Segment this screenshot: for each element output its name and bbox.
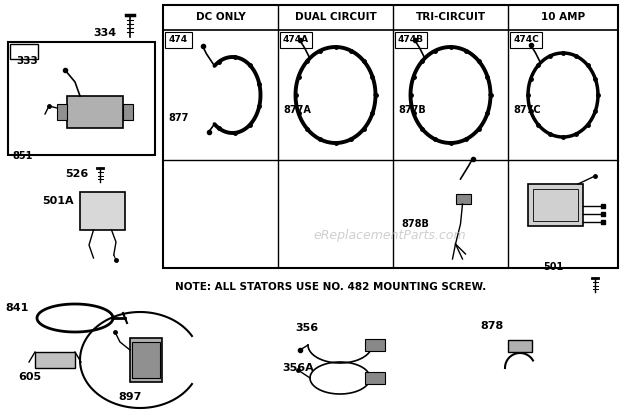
Text: 877: 877 (168, 113, 188, 123)
Text: 877C: 877C (513, 105, 541, 115)
Circle shape (64, 357, 70, 363)
Bar (510, 32, 542, 48)
Bar (165, 32, 192, 48)
Bar (67, 96, 123, 128)
Text: 605: 605 (18, 372, 41, 382)
Text: 501A: 501A (42, 196, 74, 206)
Text: 10 AMP: 10 AMP (541, 13, 585, 23)
Text: DC ONLY: DC ONLY (196, 13, 246, 23)
Bar (123, 104, 133, 120)
Bar (528, 184, 583, 226)
Circle shape (40, 357, 46, 363)
Text: 878: 878 (480, 321, 503, 331)
Bar (130, 338, 162, 382)
Text: 334: 334 (93, 28, 116, 38)
Text: 851: 851 (12, 151, 32, 161)
Bar (395, 32, 427, 48)
Bar (57, 104, 67, 120)
Text: 474A: 474A (283, 36, 309, 44)
Text: 474: 474 (169, 36, 188, 44)
Bar (163, 5, 618, 268)
Circle shape (59, 109, 65, 115)
Text: 526: 526 (65, 169, 88, 179)
Text: 897: 897 (118, 392, 141, 402)
Bar (508, 340, 532, 352)
Text: 356A: 356A (282, 363, 314, 373)
Text: 878B: 878B (401, 219, 429, 229)
Text: 877B: 877B (398, 105, 426, 115)
Text: 474C: 474C (513, 36, 539, 44)
Bar (132, 342, 160, 378)
Bar (280, 32, 312, 48)
Text: NOTE: ALL STATORS USE NO. 482 MOUNTING SCREW.: NOTE: ALL STATORS USE NO. 482 MOUNTING S… (175, 282, 486, 292)
Bar (80, 192, 125, 230)
Bar (35, 352, 75, 368)
Text: DUAL CIRCUIT: DUAL CIRCUIT (294, 13, 376, 23)
Circle shape (140, 354, 152, 366)
Text: 333: 333 (16, 56, 38, 66)
Bar (10, 44, 38, 59)
Bar (365, 372, 385, 384)
Text: 877A: 877A (283, 105, 311, 115)
Bar (456, 194, 471, 204)
Bar (533, 189, 578, 221)
Bar (365, 339, 385, 351)
Circle shape (125, 109, 131, 115)
Text: 841: 841 (5, 303, 29, 313)
Text: 474B: 474B (398, 36, 424, 44)
Bar (8, 42, 155, 155)
Text: TRI-CIRCUIT: TRI-CIRCUIT (415, 13, 485, 23)
Text: 356: 356 (295, 323, 318, 333)
Text: 501: 501 (543, 262, 563, 272)
Text: eReplacementParts.com: eReplacementParts.com (314, 229, 466, 242)
